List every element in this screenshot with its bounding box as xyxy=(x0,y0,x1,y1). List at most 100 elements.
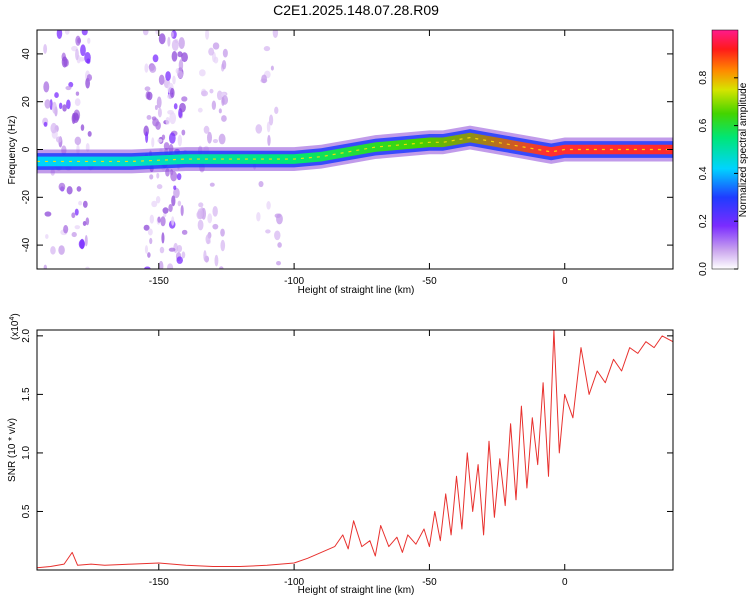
y-tick-label: 20 xyxy=(21,96,32,108)
noise-speck xyxy=(176,256,183,264)
noise-speck xyxy=(169,87,175,98)
noise-speck xyxy=(167,36,171,47)
noise-speck xyxy=(44,99,51,109)
noise-speck xyxy=(66,99,71,110)
noise-speck xyxy=(177,200,182,207)
noise-speck xyxy=(167,109,174,115)
noise-speck xyxy=(197,107,203,113)
noise-speck xyxy=(147,252,151,258)
noise-speck xyxy=(75,91,80,96)
noise-speck xyxy=(162,207,169,214)
noise-speck xyxy=(87,37,91,44)
noise-speck xyxy=(74,98,81,107)
snr-panel: -150 -100 -50 0 0.5 1.0 1.5 2.0 Height of stra… xyxy=(7,313,674,596)
noise-speck xyxy=(266,121,271,133)
noise-speck xyxy=(212,139,219,144)
noise-speck xyxy=(155,30,159,35)
noise-speck xyxy=(276,260,282,266)
noise-speck xyxy=(142,30,149,36)
noise-speck xyxy=(201,90,208,97)
noise-speck xyxy=(222,48,228,58)
noise-speck xyxy=(207,131,213,144)
noise-speck xyxy=(263,46,271,52)
x-tick-label: 0 xyxy=(562,276,568,287)
noise-speck xyxy=(45,234,49,239)
x-tick-label: -150 xyxy=(149,577,169,588)
noise-speck xyxy=(167,263,174,269)
noise-speck xyxy=(218,108,222,114)
spectrogram-background-noise xyxy=(42,30,283,269)
noise-speck xyxy=(157,107,162,118)
noise-speck xyxy=(149,174,154,180)
noise-speck xyxy=(149,64,157,73)
noise-speck xyxy=(168,247,176,252)
spectrogram-y-ticks: -40 -20 0 20 40 xyxy=(21,48,673,252)
noise-speck xyxy=(258,180,264,188)
noise-speck xyxy=(212,223,219,230)
noise-speck xyxy=(203,125,210,134)
noise-speck xyxy=(58,102,63,110)
colorbar: 0.0 0.2 0.4 0.6 0.8 Normalized spectral ampl… xyxy=(698,29,749,276)
noise-speck xyxy=(209,182,215,187)
spectrogram-ridge xyxy=(37,125,673,174)
colorbar-tick-label: 0.6 xyxy=(698,118,709,132)
noise-speck xyxy=(158,74,165,86)
noise-speck xyxy=(66,186,73,195)
noise-speck xyxy=(255,124,263,134)
noise-speck xyxy=(80,44,86,57)
colorbar-gradient xyxy=(711,29,739,270)
noise-speck xyxy=(205,234,211,245)
noise-speck xyxy=(209,88,214,94)
noise-speck xyxy=(272,30,279,38)
noise-speck xyxy=(71,112,76,125)
noise-speck xyxy=(68,81,74,88)
noise-speck xyxy=(74,136,82,146)
noise-speck xyxy=(197,208,204,220)
noise-speck xyxy=(170,31,174,38)
noise-speck xyxy=(267,134,271,146)
noise-speck xyxy=(274,230,281,241)
noise-speck xyxy=(171,50,178,62)
noise-speck xyxy=(221,60,227,70)
noise-speck xyxy=(145,131,149,143)
noise-speck xyxy=(149,237,153,245)
noise-speck xyxy=(181,229,188,235)
spectrogram-panel: -150 -100 -50 0 -40 -20 0 20 40 Height of strai… xyxy=(7,29,674,296)
noise-speck xyxy=(58,182,66,191)
snr-frame xyxy=(36,329,674,571)
noise-speck xyxy=(56,30,63,39)
noise-speck xyxy=(151,137,155,148)
noise-speck xyxy=(71,231,77,238)
colorbar-tick-label: 0.2 xyxy=(698,214,709,228)
noise-speck xyxy=(179,102,186,113)
noise-speck xyxy=(165,71,171,82)
noise-speck xyxy=(157,216,161,223)
spectrogram-x-ticks: -150 -100 -50 0 xyxy=(149,30,568,287)
noise-speck xyxy=(58,245,65,255)
noise-speck xyxy=(198,202,204,208)
noise-speck xyxy=(178,59,184,72)
noise-speck xyxy=(49,99,53,111)
noise-speck xyxy=(169,132,176,144)
snr-multiplier-exponent: 4 xyxy=(9,317,16,321)
y-tick-label: 1.0 xyxy=(21,446,32,460)
noise-speck xyxy=(199,69,206,77)
snr-x-ticks: -150 -100 -50 0 xyxy=(149,330,568,588)
noise-speck xyxy=(177,70,184,79)
noise-speck xyxy=(173,242,178,254)
y-tick-label: 40 xyxy=(21,48,32,60)
noise-speck xyxy=(143,224,150,231)
noise-speck xyxy=(220,239,226,252)
noise-speck xyxy=(207,213,213,224)
noise-speck xyxy=(197,219,204,231)
noise-speck xyxy=(75,48,79,61)
noise-speck xyxy=(85,217,90,226)
noise-speck xyxy=(173,103,178,110)
noise-speck xyxy=(74,225,81,230)
noise-speck xyxy=(216,90,223,101)
noise-speck xyxy=(63,225,69,234)
noise-speck xyxy=(152,54,159,63)
noise-speck xyxy=(43,264,47,269)
noise-speck xyxy=(149,214,154,224)
